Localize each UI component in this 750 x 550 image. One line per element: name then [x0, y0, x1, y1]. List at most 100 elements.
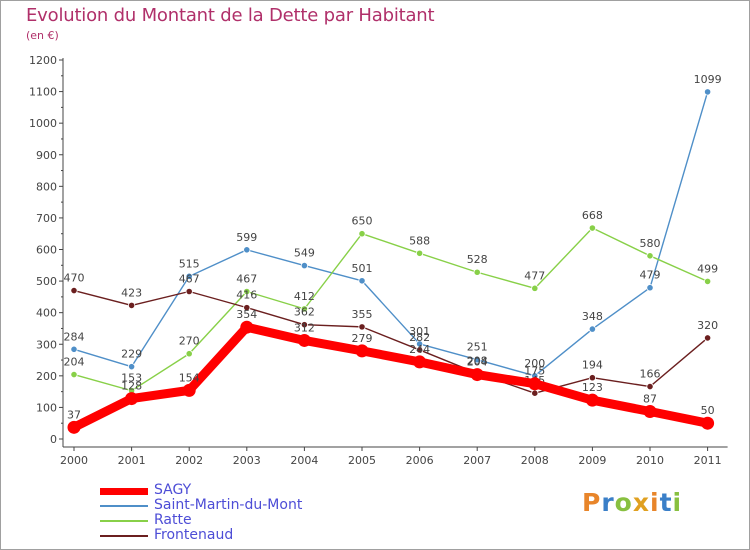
data-label-frontenaud: 355 — [352, 308, 373, 321]
data-point-sagy — [585, 393, 599, 407]
x-tick-label: 2002 — [175, 454, 203, 467]
data-label-sagy: 279 — [352, 332, 373, 345]
data-label-frontenaud: 467 — [179, 273, 200, 286]
data-point-saint-martin-du-mont — [185, 272, 193, 280]
data-point-sagy — [701, 416, 715, 430]
data-point-frontenaud — [243, 304, 251, 312]
data-label-ratte: 650 — [352, 215, 373, 228]
data-label-ratte: 204 — [64, 356, 85, 369]
y-tick-label: 400 — [36, 307, 57, 320]
data-label-ratte: 528 — [467, 253, 488, 266]
x-tick-label: 2010 — [636, 454, 664, 467]
data-label-ratte: 477 — [524, 269, 545, 282]
data-point-saint-martin-du-mont — [703, 88, 712, 96]
data-label-sagy: 87 — [643, 393, 657, 406]
data-label-saint-martin-du-mont: 549 — [294, 247, 315, 260]
data-point-ratte — [358, 230, 366, 238]
data-label-saint-martin-du-mont: 1099 — [694, 73, 722, 86]
data-label-sagy: 123 — [582, 381, 603, 394]
data-label-frontenaud: 416 — [236, 289, 257, 302]
data-point-ratte — [300, 305, 308, 313]
data-label-saint-martin-du-mont: 348 — [582, 310, 603, 323]
y-tick-label: 300 — [36, 338, 57, 351]
x-tick-label: 2005 — [348, 454, 376, 467]
data-point-frontenaud — [531, 389, 539, 397]
data-point-frontenaud — [128, 301, 136, 310]
data-point-frontenaud — [358, 323, 366, 331]
data-label-ratte: 153 — [121, 372, 142, 385]
data-label-sagy: 50 — [701, 404, 715, 417]
y-tick-label: 1200 — [29, 54, 57, 67]
data-point-ratte — [473, 268, 481, 276]
data-label-frontenaud: 208 — [467, 354, 488, 367]
y-tick-label: 700 — [36, 212, 57, 225]
data-label-sagy: 128 — [121, 380, 142, 393]
data-label-saint-martin-du-mont: 515 — [179, 257, 200, 270]
x-tick-label: 2001 — [118, 454, 146, 467]
data-label-ratte: 668 — [582, 209, 603, 222]
data-label-frontenaud: 282 — [409, 331, 430, 344]
legend-label-ratte: Ratte — [154, 512, 192, 528]
data-point-ratte — [531, 284, 539, 292]
y-tick-label: 0 — [50, 433, 57, 446]
y-tick-label: 900 — [36, 149, 57, 162]
series-line-saint-martin-du-mont — [73, 91, 709, 377]
y-tick-label: 500 — [36, 275, 57, 288]
data-label-saint-martin-du-mont: 229 — [121, 348, 142, 361]
data-point-frontenaud — [415, 346, 424, 354]
legend-label-sagy: SAGY — [154, 482, 192, 498]
data-label-ratte: 580 — [640, 237, 661, 250]
data-point-saint-martin-du-mont — [646, 284, 654, 292]
data-point-saint-martin-du-mont — [243, 246, 251, 254]
data-label-saint-martin-du-mont: 479 — [640, 269, 661, 282]
data-point-saint-martin-du-mont — [473, 356, 481, 364]
data-label-saint-martin-du-mont: 501 — [352, 262, 373, 275]
data-point-sagy — [125, 392, 139, 406]
data-label-sagy: 204 — [467, 356, 488, 369]
data-label-saint-martin-du-mont: 200 — [524, 357, 545, 370]
chart-subtitle: (en €) — [26, 29, 59, 42]
data-point-ratte — [243, 287, 251, 296]
y-tick-label: 1100 — [29, 86, 57, 99]
x-tick-label: 2003 — [233, 454, 261, 467]
data-point-sagy — [643, 405, 657, 419]
data-label-frontenaud: 423 — [121, 286, 142, 299]
data-label-saint-martin-du-mont: 284 — [64, 330, 85, 343]
series-line-sagy — [69, 322, 713, 432]
data-point-ratte — [70, 370, 78, 379]
data-point-frontenaud — [703, 334, 712, 342]
data-point-sagy — [182, 383, 196, 397]
data-label-frontenaud: 166 — [640, 368, 661, 381]
data-label-frontenaud: 470 — [64, 272, 85, 285]
y-tick-label: 1000 — [29, 117, 57, 130]
data-label-ratte: 588 — [409, 234, 430, 247]
data-point-frontenaud — [185, 287, 193, 296]
data-point-saint-martin-du-mont — [128, 363, 136, 371]
data-label-ratte: 412 — [294, 290, 315, 303]
legend-label-saint-martin-du-mont: Saint-Martin-du-Mont — [154, 497, 303, 513]
y-tick-label: 100 — [36, 401, 57, 414]
data-point-ratte — [588, 224, 597, 232]
y-tick-label: 600 — [36, 244, 57, 257]
x-tick-label: 2000 — [60, 454, 88, 467]
data-point-saint-martin-du-mont — [358, 277, 366, 285]
data-label-sagy: 244 — [409, 343, 430, 356]
data-label-sagy: 354 — [236, 308, 257, 321]
data-label-frontenaud: 362 — [294, 306, 315, 319]
legend-swatch-ratte — [100, 520, 148, 522]
proxiti-logo: Proxiti — [582, 488, 683, 517]
x-tick-label: 2011 — [694, 454, 722, 467]
data-point-ratte — [646, 252, 654, 260]
data-point-frontenaud — [300, 321, 308, 329]
data-point-sagy — [67, 420, 81, 434]
series-line-frontenaud — [73, 289, 709, 394]
data-point-ratte — [703, 277, 712, 285]
legend-swatch-sagy — [100, 488, 148, 495]
data-point-saint-martin-du-mont — [300, 262, 308, 270]
x-tick-label: 2007 — [463, 454, 491, 467]
data-label-saint-martin-du-mont: 599 — [236, 231, 257, 244]
x-tick-label: 2008 — [521, 454, 549, 467]
data-point-sagy — [240, 320, 254, 334]
